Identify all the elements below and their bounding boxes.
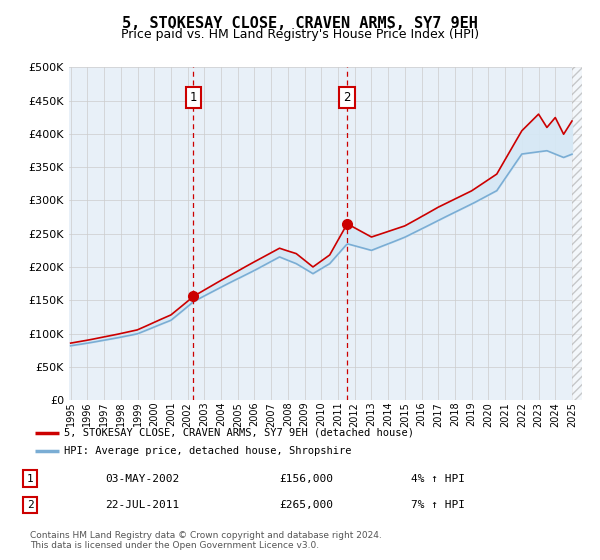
Text: 03-MAY-2002: 03-MAY-2002 — [105, 474, 179, 484]
Text: Price paid vs. HM Land Registry's House Price Index (HPI): Price paid vs. HM Land Registry's House … — [121, 28, 479, 41]
Text: 7% ↑ HPI: 7% ↑ HPI — [411, 500, 465, 510]
Text: 2: 2 — [343, 91, 351, 104]
Text: 5, STOKESAY CLOSE, CRAVEN ARMS, SY7 9EH (detached house): 5, STOKESAY CLOSE, CRAVEN ARMS, SY7 9EH … — [64, 428, 415, 437]
Text: £156,000: £156,000 — [279, 474, 333, 484]
Text: 5, STOKESAY CLOSE, CRAVEN ARMS, SY7 9EH: 5, STOKESAY CLOSE, CRAVEN ARMS, SY7 9EH — [122, 16, 478, 31]
Text: 2: 2 — [26, 500, 34, 510]
Text: 1: 1 — [26, 474, 34, 484]
Text: 22-JUL-2011: 22-JUL-2011 — [105, 500, 179, 510]
Text: 4% ↑ HPI: 4% ↑ HPI — [411, 474, 465, 484]
Text: Contains HM Land Registry data © Crown copyright and database right 2024.
This d: Contains HM Land Registry data © Crown c… — [30, 531, 382, 550]
Text: £265,000: £265,000 — [279, 500, 333, 510]
Text: HPI: Average price, detached house, Shropshire: HPI: Average price, detached house, Shro… — [64, 446, 352, 456]
Text: 1: 1 — [190, 91, 197, 104]
